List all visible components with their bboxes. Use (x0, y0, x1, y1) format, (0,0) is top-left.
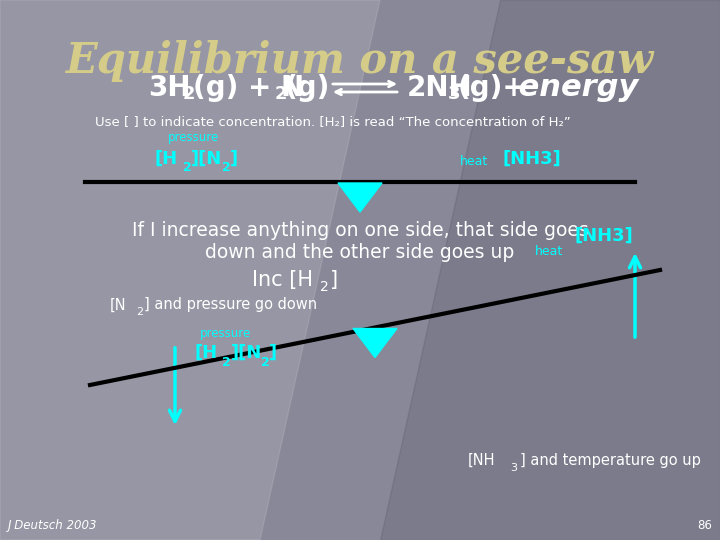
Polygon shape (380, 0, 720, 540)
Text: 3: 3 (510, 463, 517, 473)
Text: If I increase anything on one side, that side goes: If I increase anything on one side, that… (132, 220, 588, 240)
Text: ]: ] (269, 344, 277, 362)
Text: ] and pressure go down: ] and pressure go down (144, 298, 317, 313)
Text: ][N: ][N (191, 150, 222, 168)
Text: 2: 2 (222, 161, 230, 174)
Text: heat: heat (460, 155, 488, 168)
Text: 2NH: 2NH (407, 74, 472, 102)
Text: 3H: 3H (148, 74, 191, 102)
Polygon shape (0, 0, 380, 540)
Polygon shape (338, 183, 382, 212)
Text: 2: 2 (183, 161, 192, 174)
Text: ] and temperature go up: ] and temperature go up (520, 453, 701, 468)
Text: [H: [H (155, 150, 178, 168)
Text: Inc [H: Inc [H (252, 270, 313, 290)
Text: heat: heat (535, 245, 563, 258)
Text: [NH3]: [NH3] (575, 227, 634, 245)
Text: energy: energy (508, 73, 639, 103)
Text: [NH3]: [NH3] (502, 150, 561, 168)
Text: [H: [H (195, 344, 218, 362)
Text: Equilibrium on a see-saw: Equilibrium on a see-saw (66, 40, 654, 82)
Text: [N: [N (110, 298, 127, 313)
Text: (g) + N: (g) + N (193, 74, 304, 102)
Text: [NH: [NH (468, 453, 495, 468)
Text: 2: 2 (136, 307, 143, 317)
Text: 3: 3 (448, 85, 461, 103)
Text: 2: 2 (261, 356, 270, 369)
Text: (g): (g) (285, 74, 330, 102)
Text: 2: 2 (222, 356, 230, 369)
Text: ][N: ][N (231, 344, 262, 362)
Text: pressure: pressure (168, 131, 220, 144)
Text: 2: 2 (183, 85, 196, 103)
Text: 2: 2 (275, 85, 287, 103)
Text: 2: 2 (320, 280, 329, 294)
Text: (g)+: (g)+ (458, 74, 527, 102)
Text: 86: 86 (697, 519, 712, 532)
Text: ]: ] (230, 150, 238, 168)
Text: J Deutsch 2003: J Deutsch 2003 (8, 519, 97, 532)
Text: ]: ] (330, 270, 338, 290)
Text: down and the other side goes up: down and the other side goes up (205, 242, 515, 261)
Text: Use [ ] to indicate concentration. [H₂] is read “The concentration of H₂”: Use [ ] to indicate concentration. [H₂] … (95, 116, 571, 129)
Text: pressure: pressure (200, 327, 251, 340)
Polygon shape (353, 328, 397, 357)
